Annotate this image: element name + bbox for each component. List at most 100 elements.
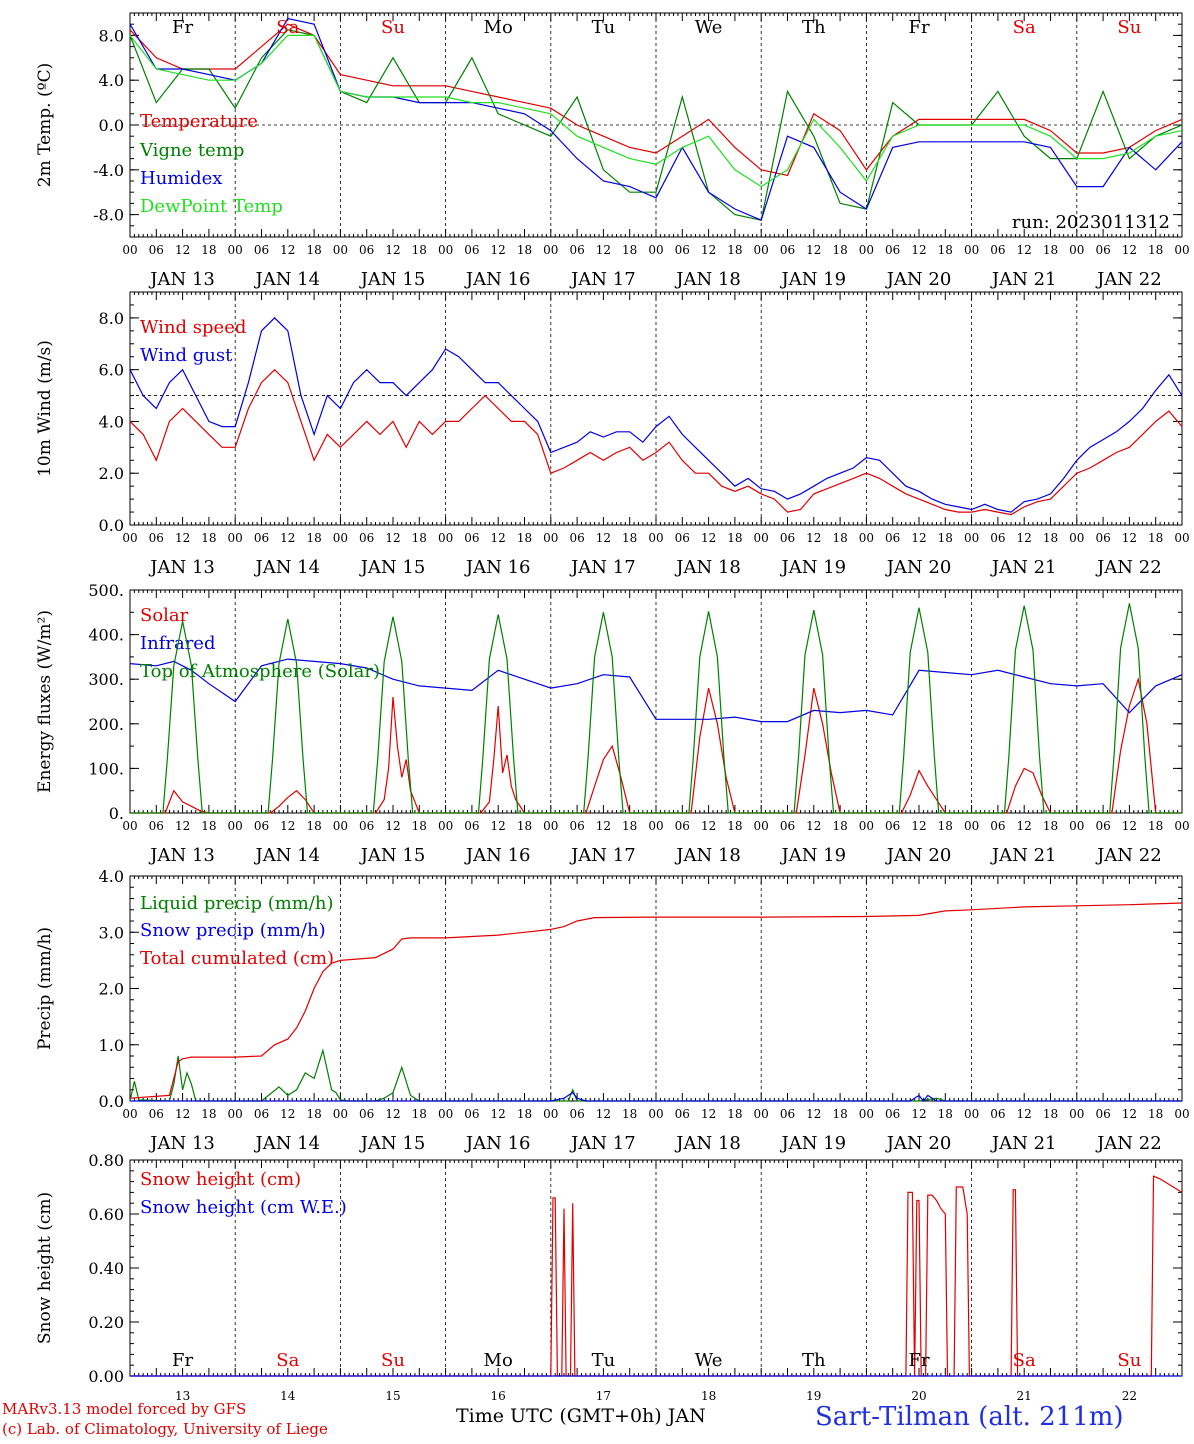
panel-4: 0.0 1.0 2.0 3.0 4.0 Precip (mm/h) 00 06 12 18 JAN … bbox=[35, 867, 1190, 1154]
weekday-label: Th bbox=[802, 1350, 826, 1371]
y-axis-label: Energy fluxes (W/m²) bbox=[35, 610, 55, 793]
x-hour-label: 00 bbox=[228, 819, 243, 833]
x-hour-label: 06 bbox=[359, 243, 374, 257]
x-hour-label: 00 bbox=[1174, 531, 1189, 545]
x-hour-label: 06 bbox=[254, 243, 269, 257]
x-hour-label: 06 bbox=[675, 819, 690, 833]
legend-entry: Humidex bbox=[140, 168, 222, 189]
x-hour-label: 18 bbox=[622, 531, 637, 545]
x-hour-label: 00 bbox=[438, 819, 453, 833]
x-hour-label: 12 bbox=[596, 1107, 611, 1121]
y-tick-label: 4.0 bbox=[99, 412, 124, 431]
y-tick-label: 0.20 bbox=[88, 1313, 124, 1332]
x-hour-label: 12 bbox=[491, 1107, 506, 1121]
x-hour-label: 06 bbox=[359, 531, 374, 545]
x-hour-label: 12 bbox=[911, 1107, 926, 1121]
x-hour-label: 12 bbox=[280, 819, 295, 833]
x-hour-label: 12 bbox=[596, 819, 611, 833]
y-axis-label: Snow height (cm) bbox=[35, 1192, 55, 1344]
y-tick-label: 8.0 bbox=[99, 309, 124, 328]
legend-entry: Total cumulated (cm) bbox=[140, 948, 334, 969]
x-hour-label: 06 bbox=[569, 531, 584, 545]
x-hour-label: 00 bbox=[859, 819, 874, 833]
panel-1: -8.0 -4.0 0.0 4.0 8.0 2m Temp. (ºC) 00 06 12 18 JA… bbox=[35, 12, 1190, 290]
x-hour-label: 18 bbox=[832, 1107, 847, 1121]
weekday-label: Mo bbox=[484, 17, 513, 38]
x-date-label: JAN 18 bbox=[674, 557, 741, 578]
y-axis-label: Precip (mm/h) bbox=[35, 927, 55, 1050]
x-hour-label: 18 bbox=[622, 243, 637, 257]
x-hour-label: 12 bbox=[1017, 819, 1032, 833]
x-hour-label: 12 bbox=[1122, 819, 1137, 833]
x-hour-label: 12 bbox=[701, 531, 716, 545]
y-tick-label: 2.0 bbox=[99, 980, 124, 999]
lab-credit: (c) Lab. of Climatology, University of L… bbox=[2, 1420, 328, 1438]
x-hour-label: 00 bbox=[1174, 1107, 1189, 1121]
x-hour-label: 12 bbox=[385, 531, 400, 545]
y-tick-label: 0.00 bbox=[88, 1367, 124, 1386]
legend-entry: Vigne temp bbox=[139, 140, 244, 161]
legend-entry: Temperature bbox=[140, 111, 258, 132]
series-line-3 bbox=[129, 902, 1183, 1099]
y-tick-label: 6.0 bbox=[99, 361, 124, 380]
x-hour-label: 18 bbox=[727, 531, 742, 545]
x-hour-label: 06 bbox=[675, 243, 690, 257]
model-credit: MARv3.13 model forced by GFS bbox=[2, 1400, 247, 1418]
x-hour-label: 12 bbox=[1122, 243, 1137, 257]
x-date-label: JAN 17 bbox=[569, 269, 636, 290]
weekday-label: Sa bbox=[276, 1350, 299, 1371]
x-date-label: JAN 15 bbox=[359, 269, 426, 290]
x-hour-label: 00 bbox=[543, 1107, 558, 1121]
x-date-label: JAN 13 bbox=[148, 269, 215, 290]
x-date-label: JAN 22 bbox=[1095, 1133, 1162, 1154]
x-hour-label: 06 bbox=[885, 1107, 900, 1121]
x-date-label: JAN 21 bbox=[990, 269, 1057, 290]
x-hour-label: 06 bbox=[464, 243, 479, 257]
x-hour-label: 00 bbox=[543, 531, 558, 545]
x-hour-label: 06 bbox=[1095, 1107, 1110, 1121]
x-date-label: JAN 16 bbox=[464, 1133, 531, 1154]
x-hour-label: 00 bbox=[333, 243, 348, 257]
x-date-label: JAN 15 bbox=[359, 557, 426, 578]
x-hour-label: 12 bbox=[1122, 531, 1137, 545]
x-hour-label: 12 bbox=[175, 1107, 190, 1121]
x-hour-label: 12 bbox=[701, 1107, 716, 1121]
x-hour-label: 06 bbox=[254, 819, 269, 833]
x-hour-label: 12 bbox=[701, 819, 716, 833]
y-axis-label: 10m Wind (m/s) bbox=[35, 340, 55, 477]
x-date-label: JAN 21 bbox=[990, 557, 1057, 578]
x-hour-label: 12 bbox=[280, 243, 295, 257]
x-hour-label: 12 bbox=[806, 819, 821, 833]
bottom-day-number: 17 bbox=[596, 1389, 611, 1403]
x-date-label: JAN 17 bbox=[569, 845, 636, 866]
x-hour-label: 06 bbox=[675, 1107, 690, 1121]
x-hour-label: 12 bbox=[491, 243, 506, 257]
x-hour-label: 18 bbox=[1148, 531, 1163, 545]
x-hour-label: 00 bbox=[122, 819, 137, 833]
legend-entry: Snow height (cm W.E.) bbox=[140, 1197, 347, 1218]
x-hour-label: 18 bbox=[938, 531, 953, 545]
x-hour-label: 18 bbox=[938, 819, 953, 833]
x-date-label: JAN 15 bbox=[359, 845, 426, 866]
x-hour-label: 00 bbox=[754, 243, 769, 257]
x-hour-label: 12 bbox=[911, 531, 926, 545]
y-tick-label: -4.0 bbox=[93, 161, 124, 180]
x-hour-label: 18 bbox=[201, 819, 216, 833]
x-hour-label: 18 bbox=[517, 243, 532, 257]
plot-frame bbox=[129, 589, 1183, 814]
weekday-label: Tu bbox=[592, 17, 616, 38]
weekday-label: Sa bbox=[1013, 17, 1036, 38]
bottom-day-number: 14 bbox=[280, 1389, 296, 1403]
bottom-day-number: 18 bbox=[701, 1389, 716, 1403]
x-date-label: JAN 16 bbox=[464, 557, 531, 578]
series-line-2 bbox=[129, 29, 1183, 221]
panel-3: 0. 100. 200. 300. 400. 500. Energy fluxes (W/m… bbox=[35, 581, 1190, 866]
x-hour-label: 12 bbox=[175, 243, 190, 257]
legend-entry: Snow height (cm) bbox=[140, 1169, 301, 1190]
x-hour-label: 00 bbox=[859, 531, 874, 545]
series-line-1 bbox=[130, 1175, 1183, 1377]
x-hour-label: 06 bbox=[149, 243, 164, 257]
x-hour-label: 00 bbox=[1174, 819, 1189, 833]
x-hour-label: 00 bbox=[228, 531, 243, 545]
x-hour-label: 06 bbox=[990, 243, 1005, 257]
